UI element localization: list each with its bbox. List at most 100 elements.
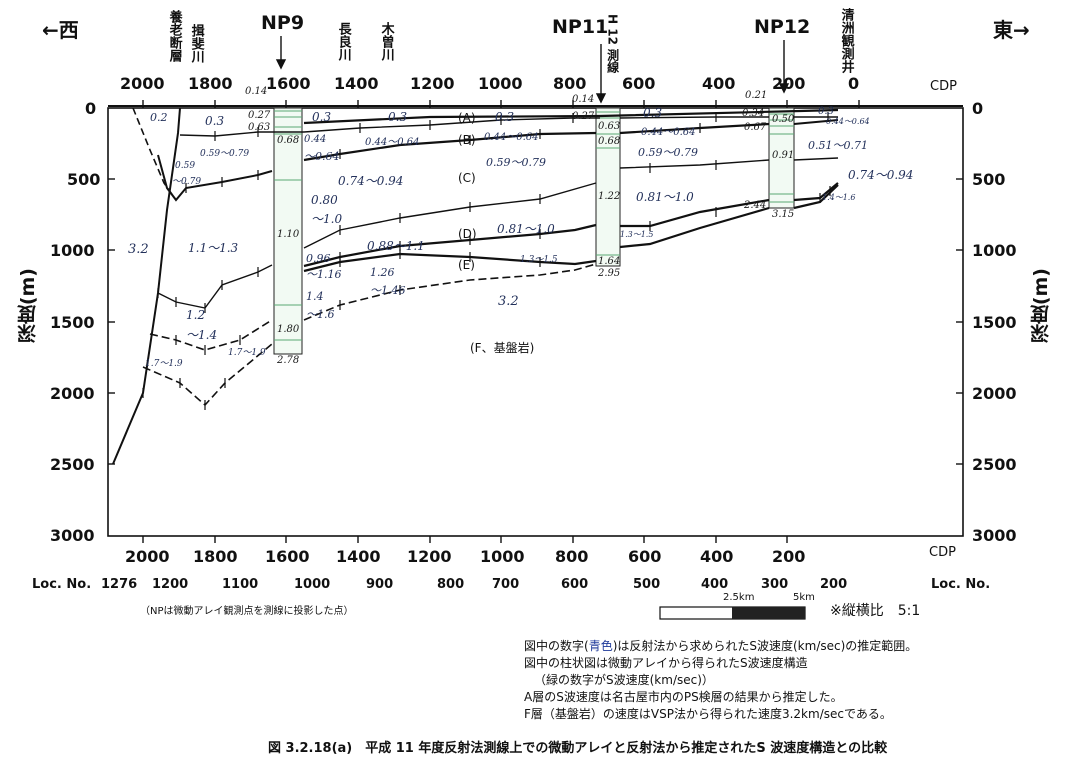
velocity-label: 0.3 (643, 106, 663, 120)
depth-tick-right: 2000 (972, 384, 1017, 403)
column-velocity: 0.14 (245, 86, 268, 97)
column-velocity: 0.34 (742, 108, 765, 119)
depth-tick-left: 3000 (50, 526, 95, 545)
velocity-label: 0.59～0.79 (200, 149, 250, 159)
scale-label-5km: 5km (793, 592, 815, 603)
velocity-label: 0.81～1.0 (497, 222, 555, 236)
layer-c-top-east (793, 119, 839, 125)
velocity-label: ～0.64 (304, 150, 340, 163)
line-tick-marks (142, 112, 831, 410)
loc-tick: 700 (492, 577, 520, 592)
layer-boundaries (112, 107, 839, 465)
depth-tick-right: 2500 (972, 455, 1017, 474)
column-velocity: 1.80 (277, 324, 300, 335)
loc-tick: 600 (561, 577, 589, 592)
velocity-label: 0.3 (495, 110, 515, 124)
velocity-label: 0.88～1.1 (367, 239, 425, 253)
cdp-bottom-tick: 600 (628, 547, 662, 566)
cdp-top-tick: 600 (622, 74, 656, 93)
velocity-label: 0.59～0.79 (486, 156, 546, 169)
velocity-label: 0.44 (304, 134, 327, 145)
column-velocity: 1.10 (277, 229, 300, 240)
top-tick-marks (142, 100, 860, 108)
velocity-label: 1.3～1.5 (620, 230, 654, 239)
plot-frame (107, 107, 964, 537)
cdp-bottom-tick: 200 (772, 547, 806, 566)
velocity-label: 0.44～0.64 (826, 117, 870, 126)
column-velocity: 0.91 (772, 150, 795, 161)
np12-label: NP12 (754, 16, 811, 38)
column-velocity: 0.50 (772, 114, 795, 125)
column-velocity: 0.63 (598, 121, 621, 132)
loc-label-right: Loc. No. (931, 577, 991, 592)
loc-tick: 1000 (294, 577, 331, 592)
velocity-label: 1.2 (186, 308, 206, 322)
cdp-bottom-tick: 1600 (265, 547, 310, 566)
note-line-4: A層のS波速度は名古屋市内のPS検層の結果から推定した。 (524, 690, 843, 704)
river-label-ibi: 揖斐川 (188, 24, 204, 63)
velocity-label: 1.1～1.3 (188, 241, 239, 255)
velocity-label: 0.3 (312, 110, 332, 124)
layer-label-c: (C) (458, 171, 476, 185)
depth-tick-left: 2000 (50, 384, 95, 403)
column-velocity: 0.27 (572, 111, 595, 122)
loc-tick: 500 (633, 577, 661, 592)
velocity-label: 0.59 (175, 161, 196, 171)
west-boundary-line (112, 107, 181, 465)
column-velocity: 0.27 (248, 110, 271, 121)
cdp-top-tick: 800 (553, 74, 587, 93)
np9-label: NP9 (261, 12, 305, 34)
velocity-label: 1.7～1.9 (228, 348, 266, 358)
velocity-label: 0.80 (311, 193, 338, 207)
loc-tick: 200 (820, 577, 848, 592)
river-label-nagara: 長良川 (335, 22, 351, 61)
loc-tick: 800 (437, 577, 465, 592)
velocity-label: 0.3 (388, 110, 408, 124)
np-projection-note: （NPは微動アレイ観測点を測線に投影した点） (140, 606, 354, 617)
layer-label-d: (D) (458, 227, 477, 241)
column-velocity: 2.78 (277, 355, 300, 366)
depth-tick-left: 500 (67, 170, 101, 189)
bedrock-top-mid (619, 206, 770, 249)
velocity-label: ～1.46 (370, 284, 406, 297)
velocity-label: 0.59～0.79 (638, 146, 698, 159)
column-velocity: 1.64 (598, 256, 621, 267)
velocity-label: 0.3 (818, 106, 834, 117)
cdp-bottom-tick: 2000 (125, 547, 170, 566)
note-line-3: （緑の数字がS波速度(km/sec)） (534, 673, 714, 687)
aspect-ratio-note: ※縦横比 5:1 (830, 603, 921, 619)
velocity-label: ～1.6 (306, 308, 335, 321)
velocity-label: 1.4～1.6 (822, 193, 856, 202)
cdp-top-unit: CDP (930, 79, 957, 94)
column-velocity: 0.63 (248, 122, 271, 133)
well-label-kiyosu: 清洲観測井 (838, 8, 854, 73)
depth-tick-right: 1000 (972, 241, 1017, 260)
velocity-label: 1.3～1.5 (520, 255, 558, 265)
column-velocity: 2.95 (598, 268, 621, 279)
layer-d-top-mid (619, 159, 770, 169)
velocity-label: 3.2 (498, 294, 519, 309)
cdp-top-tick: 1800 (188, 74, 233, 93)
velocity-label: ～1.0 (311, 212, 343, 226)
depth-tick-left: 2500 (50, 455, 95, 474)
depth-tick-right: 1500 (972, 313, 1017, 332)
np9-velocity-column (273, 107, 303, 355)
np-arrows (275, 36, 790, 104)
layer-d-top-east (793, 157, 839, 161)
layer-label-f-bedrock: (F、基盤岩) (470, 341, 535, 355)
velocity-label: 0.2 (150, 111, 168, 124)
cdp-top-tick: 1200 (410, 74, 455, 93)
layer-e-top-mid (620, 198, 770, 228)
loc-tick: 300 (761, 577, 789, 592)
river-label-yoro-fault: 養老断層 (166, 10, 182, 62)
column-velocity: 0.14 (572, 94, 595, 105)
layer-label-e: (E) (458, 258, 475, 272)
np11-label: NP11 (552, 16, 609, 38)
loc-tick: 900 (366, 577, 394, 592)
h12-line-label: H 12 測線 (605, 14, 620, 74)
velocity-label: 3.2 (128, 242, 149, 257)
loc-tick: 1200 (152, 577, 189, 592)
layer-a-base (303, 108, 839, 125)
velocity-label: 0.44～0.64 (484, 132, 539, 143)
